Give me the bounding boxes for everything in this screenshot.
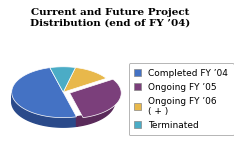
Polygon shape xyxy=(50,67,75,92)
Polygon shape xyxy=(77,93,115,126)
Polygon shape xyxy=(12,68,77,118)
Polygon shape xyxy=(12,93,77,127)
Text: Current and Future Project
Distribution (end of FY ’04): Current and Future Project Distribution … xyxy=(30,8,190,27)
Legend: Completed FY ’04, Ongoing FY ’05, Ongoing FY ’06
( + ), Terminated: Completed FY ’04, Ongoing FY ’05, Ongoin… xyxy=(128,63,234,135)
Polygon shape xyxy=(70,79,121,118)
Polygon shape xyxy=(63,68,106,92)
